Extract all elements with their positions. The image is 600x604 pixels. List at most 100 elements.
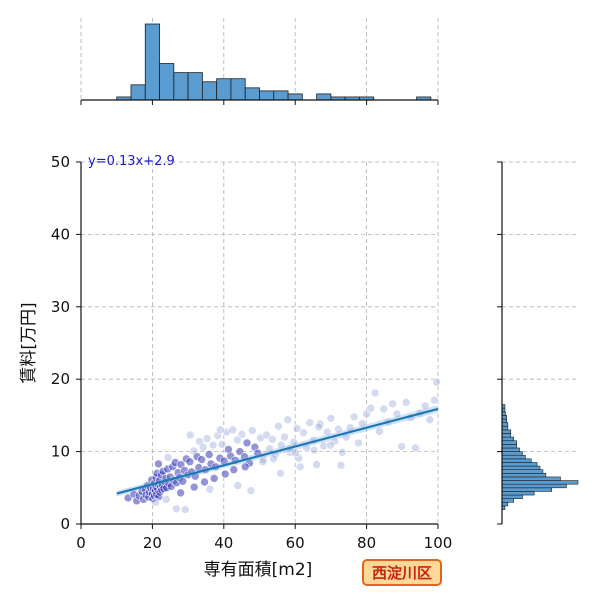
scatter-point [292,424,302,433]
right-hist-bar [501,440,517,445]
right-hist-bar [501,454,526,460]
scatter-point [312,460,321,469]
scatter-point [354,438,363,448]
scatter-point [295,462,305,472]
scatter-point [197,455,206,464]
y-tick-label: 30 [51,298,70,316]
x-tick-label: 60 [286,534,305,552]
scatter-point [274,421,283,431]
top-hist-bar [230,78,246,101]
right-hist-bar [501,494,523,499]
right-hist-bar [501,458,532,463]
right-hist-bar [501,473,547,478]
scatter-point [248,426,257,435]
scatter-point [392,409,402,419]
scatter-point [299,428,308,438]
scatter-point [208,440,218,450]
scatter-point [338,448,347,457]
scatter-point [269,454,278,464]
top-hist-bar [259,90,275,101]
scatter-point [305,418,315,427]
top-hist-bar [144,23,160,101]
top-hist-bar [273,90,289,101]
regression-line [116,407,439,495]
scatter-point [411,443,420,453]
scatter-point [319,441,329,451]
right-hist-bar [501,447,520,452]
scatter-point [276,469,285,478]
scatter-point [294,453,304,463]
scatter-point [309,445,319,455]
scatter-point [425,415,435,425]
x-tick-label: 40 [214,534,233,552]
right-hist-bar [501,451,523,456]
right-hist-bar [501,425,509,431]
y-tick-label: 40 [51,225,70,243]
top-hist-bar [187,72,203,101]
scatter-point [189,482,199,492]
regression-fit [116,405,439,497]
scatter-point [233,435,242,445]
scatter-point [163,453,173,462]
scatter-points [123,377,441,514]
right-hist-bar [501,422,509,427]
x-tick-label: 0 [76,534,86,552]
scatter-point [397,442,406,451]
scatter-point [375,427,384,436]
top-hist-bar [130,84,146,101]
scatter-point [370,388,380,398]
scatter-point [237,429,247,439]
right-hist-bar [501,480,579,485]
right-histogram [497,161,579,525]
scatter-point [217,440,227,449]
right-hist-bar [501,469,544,474]
top-hist-bar [173,72,189,101]
scatter-point [330,437,340,446]
scatter-point [205,484,215,494]
top-hist-bar [244,87,260,101]
scatter-point [349,412,359,422]
right-hist-bar [501,436,514,442]
scatter-point [200,477,209,487]
right-hist-bar [501,433,512,438]
scatter-point [432,377,441,387]
scatter-point [229,465,239,475]
x-axis-label: 専有面積[m2] [204,560,313,580]
scatter-point [202,434,212,443]
scatter-point [185,457,195,467]
scatter-point [209,474,219,483]
scatter-point [246,486,256,495]
scatter-point [358,419,367,428]
top-hist-bar [159,63,175,101]
scatter-point [220,469,230,479]
right-hist-bar [501,491,535,496]
regression-equation: y=0.13x+2.9 [88,154,175,169]
right-hist-bar [501,487,552,492]
scatter-point [185,430,195,440]
scatter-point [326,440,335,450]
y-tick-label: 0 [60,515,70,533]
right-hist-bar [501,501,509,507]
axis-labels: 専有面積[m2] 賃料[万円] y=0.13x+2.9 [19,154,312,580]
right-hist-bar [501,415,507,420]
scatter-point [334,424,343,434]
scatter-point [283,415,293,425]
x-tick-label: 100 [424,534,453,552]
scatter-point [362,409,371,419]
axes: 0 20 40 60 80 100 0 10 20 30 40 50 [51,153,452,552]
scatter-point [336,461,346,470]
scatter-point [180,505,190,514]
scatter-point [228,425,238,435]
right-hist-bar [501,429,512,434]
y-tick-label: 20 [51,370,70,388]
scatter-point [366,403,376,413]
right-hist-bar [501,462,538,467]
scatter-point [315,419,325,429]
right-hist-bar [501,444,517,449]
scatter-point [379,404,389,414]
scatter-point [401,398,411,407]
right-hist-bar [501,418,507,423]
top-hist-bar [316,93,332,101]
